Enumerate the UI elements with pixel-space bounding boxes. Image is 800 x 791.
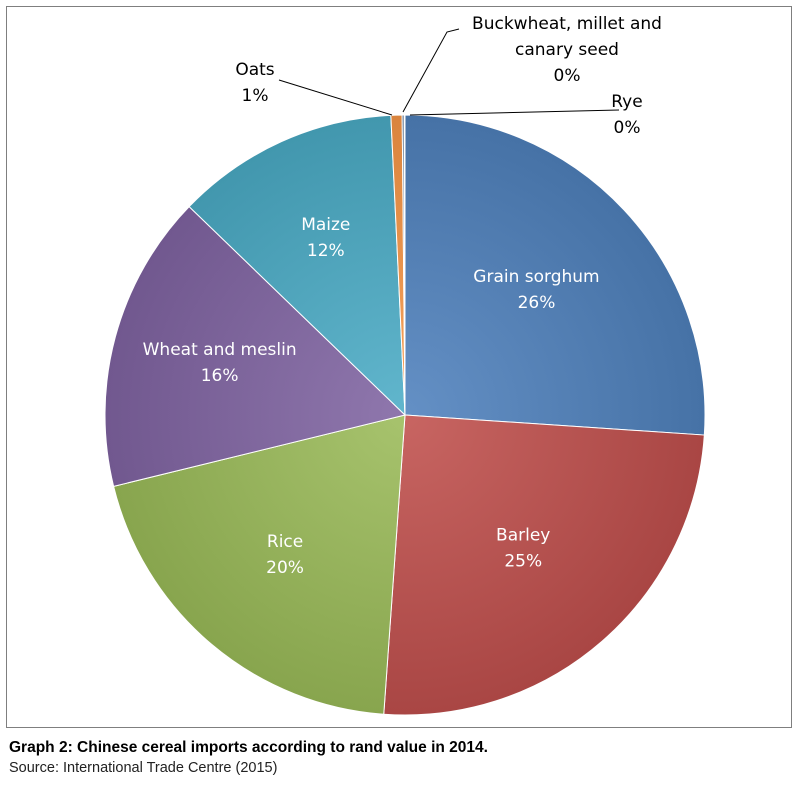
pie-slice-grain-sorghum — [404, 114, 706, 436]
pie-slice-wheat-and-meslin — [104, 205, 406, 487]
pie-slice-barley — [383, 414, 705, 716]
pie-slice-rice — [113, 414, 406, 715]
slice-label-buckwheat-millet-and-canary-seed: Buckwheat, millet and canary seed 0% — [472, 14, 662, 86]
slice-label-rice: Rice 20% — [266, 532, 304, 578]
slice-label-oats: Oats 1% — [235, 60, 274, 106]
slice-label-grain-sorghum: Grain sorghum 26% — [473, 267, 599, 313]
leader-line-rye — [409, 109, 620, 116]
slice-label-rye: Rye 0% — [611, 92, 642, 138]
leader-line-oats — [278, 79, 393, 116]
leader-line-buckwheat-millet-and-canary-seed — [402, 28, 460, 113]
slice-label-maize: Maize 12% — [301, 215, 350, 261]
caption-title: Graph 2: Chinese cereal imports accordin… — [9, 739, 488, 756]
pie-chart: Grain sorghum 26% Barley 25% Rice 20% Wheat an… — [104, 14, 706, 716]
caption-source: Source: International Trade Centre (2015… — [9, 760, 278, 776]
slice-label-barley: Barley 25% — [496, 526, 550, 572]
pie-slice-rye — [403, 114, 406, 416]
slice-label-wheat-and-meslin: Wheat and meslin 16% — [143, 340, 297, 386]
caption: Graph 2: Chinese cereal imports accordin… — [9, 738, 789, 778]
pie-slice-maize — [188, 114, 406, 417]
chart-frame: Grain sorghum 26% Barley 25% Rice 20% Wheat an… — [6, 6, 792, 728]
